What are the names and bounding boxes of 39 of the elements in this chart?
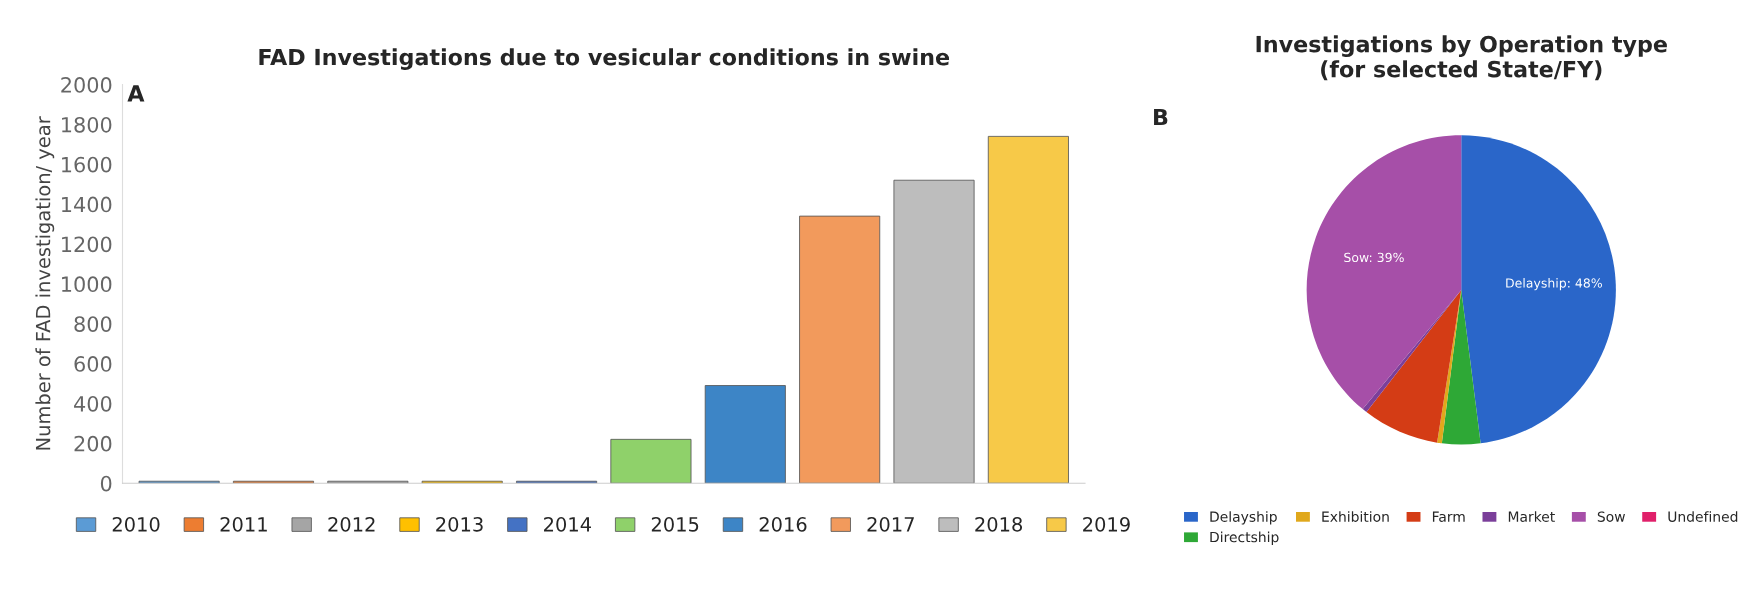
- legend-label: 2018: [975, 516, 1023, 532]
- legend-label: Delayship: [1210, 511, 1277, 525]
- pie-slice: [1461, 135, 1616, 444]
- legend-label: 2014: [544, 516, 591, 532]
- chart-title: FAD Investigations due to vesicular conditions in swine: [259, 48, 950, 70]
- legend-label: Market: [1508, 511, 1555, 522]
- legend-label: Exhibition: [1322, 511, 1389, 522]
- legend-label: Undefined: [1668, 511, 1738, 522]
- annotation: A: [127, 85, 145, 102]
- legend-label: 2017: [867, 516, 914, 532]
- y-tick-label: 1400: [62, 196, 112, 213]
- legend-label: 2012: [328, 516, 375, 532]
- legend-label: 2010: [112, 516, 160, 532]
- y-tick-label: 800: [74, 316, 112, 332]
- legend-label: Directship: [1210, 531, 1279, 545]
- pie-slice: [1366, 289, 1462, 443]
- y-tick-label: 1800: [62, 116, 112, 133]
- y-tick-label: 200: [74, 435, 112, 452]
- data-label: Sow: 39%: [1344, 252, 1404, 263]
- legend-label: 2016: [759, 516, 807, 532]
- legend-label: Farm: [1432, 511, 1465, 522]
- y-tick-label: 1000: [62, 276, 112, 293]
- y-axis-title: Number of FAD investigation/ year: [35, 116, 55, 450]
- pie-slice: [1306, 135, 1462, 410]
- y-tick-label: 2000: [61, 77, 112, 93]
- y-tick-label: 0: [100, 475, 112, 492]
- pie-slice: [1441, 289, 1481, 445]
- legend-label: 2013: [436, 516, 483, 532]
- legend-label: 2019: [1083, 516, 1130, 532]
- chart-title: Investigations by Operation type (for selected State/FY): [1256, 35, 1667, 81]
- text: B: [1154, 108, 1168, 126]
- y-tick-label: 1600: [62, 156, 112, 173]
- legend-label: 2011: [220, 516, 267, 532]
- legend-label: Sow: [1597, 511, 1625, 522]
- data-label: Delayship: 48%: [1506, 278, 1602, 291]
- legend-label: 2015: [651, 516, 699, 532]
- y-tick-label: 600: [74, 356, 112, 372]
- y-tick-label: 400: [74, 395, 112, 412]
- y-tick-label: 1200: [62, 236, 112, 253]
